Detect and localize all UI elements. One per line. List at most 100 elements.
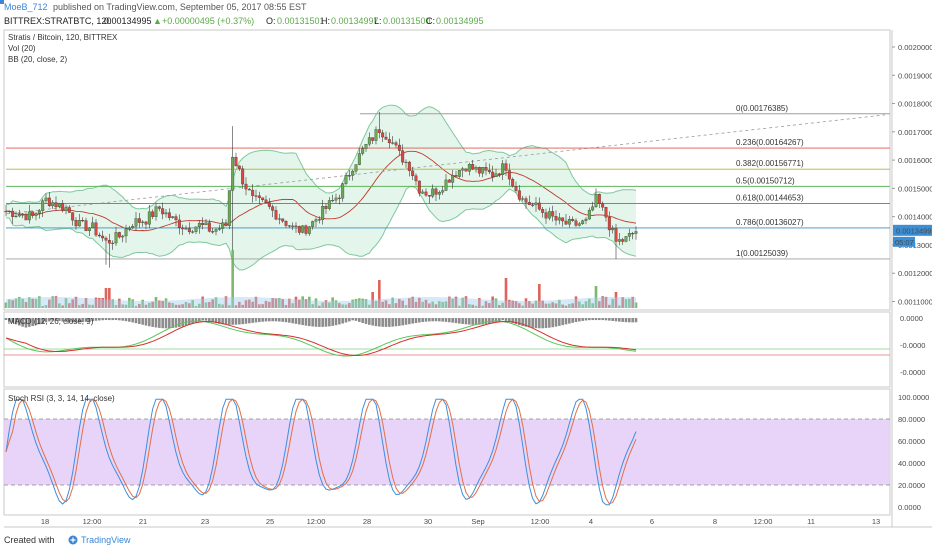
- volume-bar: [571, 303, 574, 308]
- macd-histogram-bar: [604, 318, 608, 321]
- volume-bar: [408, 298, 411, 308]
- macd-histogram-bar: [121, 318, 124, 321]
- volume-bar: [234, 305, 238, 308]
- macd-histogram-bar: [278, 318, 281, 322]
- volume-bar: [441, 301, 444, 308]
- volume-bar: [608, 304, 611, 308]
- time-axis[interactable]: 18 12:00 21 23 25 12:00 28 30 Sep 12:00 4 6 8 12:00 11…: [41, 517, 880, 526]
- macd-histogram-bar: [508, 318, 511, 322]
- candle-body: [434, 188, 438, 195]
- macd-histogram-bar: [381, 318, 384, 327]
- macd-histogram-bar: [554, 318, 558, 327]
- volume-bar: [248, 299, 251, 308]
- time-tick-label: 8: [713, 517, 717, 526]
- volume-bar: [118, 298, 121, 308]
- up-arrow-icon: ▲: [153, 16, 162, 26]
- candle-body: [204, 222, 208, 226]
- time-tick-label: 23: [201, 517, 209, 526]
- macd-histogram-bar: [624, 318, 628, 323]
- volume-bar: [558, 299, 561, 308]
- candle-body: [384, 136, 388, 140]
- volume-bar: [421, 301, 424, 308]
- stoch-legend: Stoch RSI (3, 3, 14, 14, close): [8, 394, 115, 403]
- volume-bar: [528, 301, 531, 308]
- candle-body: [584, 218, 588, 221]
- macd-histogram-bar: [394, 318, 398, 327]
- candle-body: [144, 221, 148, 225]
- macd-histogram-bar: [614, 318, 618, 322]
- macd-histogram-bar: [361, 318, 364, 323]
- author-link[interactable]: MoeB_712: [4, 2, 48, 12]
- candle-body: [364, 143, 368, 149]
- volume-bar: [204, 302, 208, 308]
- macd-histogram-bar: [568, 318, 571, 324]
- volume-bar: [178, 304, 181, 308]
- macd-histogram-bar: [24, 318, 28, 328]
- macd-histogram-bar: [421, 318, 424, 323]
- macd-legend: MACD (12, 26, close, 9): [8, 317, 94, 326]
- stoch-rsi-pane[interactable]: [4, 398, 890, 506]
- volume-bar: [211, 299, 214, 308]
- bb-legend: BB (20, close, 2): [8, 55, 67, 64]
- candle-body: [337, 197, 341, 199]
- macd-histogram-bar: [141, 318, 144, 325]
- volume-bar: [488, 303, 491, 308]
- candle-body: [524, 198, 528, 203]
- candle-body: [421, 191, 425, 194]
- volume-bar: [238, 301, 241, 308]
- candle-body: [537, 202, 541, 210]
- volume-bar: [531, 303, 534, 308]
- candle-body: [464, 168, 468, 172]
- volume-bar: [304, 299, 308, 308]
- volume-bar: [244, 300, 248, 308]
- candle-body: [31, 211, 35, 216]
- candle-body: [477, 167, 481, 174]
- macd-histogram-bar: [201, 318, 204, 321]
- open-label: O:: [266, 16, 276, 26]
- macd-histogram-bar: [428, 318, 431, 322]
- candle-body: [254, 195, 258, 197]
- macd-histogram-bar: [324, 318, 328, 327]
- macd-histogram-bar: [621, 318, 624, 322]
- macd-histogram-bar: [484, 318, 488, 325]
- macd-histogram-bar: [458, 318, 461, 324]
- bb-lower-line: [5, 186, 637, 271]
- volume-bar: [378, 280, 381, 308]
- high-label: H:: [321, 16, 330, 26]
- candle-body: [557, 217, 561, 221]
- tradingview-brand[interactable]: TradingView: [81, 535, 131, 545]
- candle-body: [611, 228, 615, 231]
- candle-body: [331, 199, 335, 202]
- fib-level-label: 0.786(0.00136027): [736, 218, 804, 227]
- candle-body: [264, 199, 268, 203]
- macd-histogram-bar: [128, 318, 131, 322]
- volume-bar: [201, 296, 204, 308]
- candle-body: [141, 221, 145, 223]
- bb-basis-line: [6, 150, 637, 232]
- candle-body: [397, 144, 401, 151]
- volume-bar: [394, 303, 398, 308]
- macd-histogram-bar: [411, 318, 414, 324]
- macd-histogram-bar: [181, 318, 184, 327]
- macd-histogram-bar: [111, 318, 114, 321]
- price-pane[interactable]: 0(0.00176385) 0.236(0.00164267) 0.382(0.00…: [4, 104, 890, 271]
- candle-body: [334, 197, 338, 201]
- macd-histogram-bar: [94, 318, 98, 321]
- volume-bar: [14, 298, 18, 308]
- volume-bar: [384, 300, 388, 308]
- macd-histogram-bar: [578, 318, 581, 322]
- volume-bar: [564, 305, 568, 308]
- candle-body: [581, 220, 585, 224]
- macd-histogram-bar: [88, 318, 91, 322]
- candle-body: [237, 165, 241, 169]
- candle-body: [381, 132, 385, 138]
- volume-bar: [471, 304, 474, 308]
- candle-body: [37, 210, 41, 214]
- macd-histogram-bar: [628, 318, 631, 323]
- volume-bar: [344, 304, 348, 308]
- macd-tick-label: -0.0000: [900, 341, 925, 350]
- macd-pane[interactable]: [4, 318, 890, 357]
